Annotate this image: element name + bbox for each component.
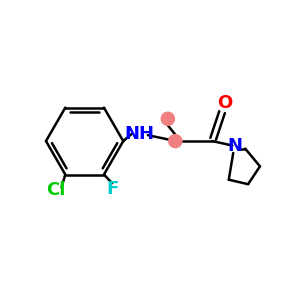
Text: F: F <box>106 180 118 198</box>
Circle shape <box>161 112 174 125</box>
Text: O: O <box>217 94 232 112</box>
Circle shape <box>169 134 182 148</box>
Text: N: N <box>227 136 242 154</box>
Text: NH: NH <box>124 125 154 143</box>
Text: Cl: Cl <box>46 181 65 199</box>
